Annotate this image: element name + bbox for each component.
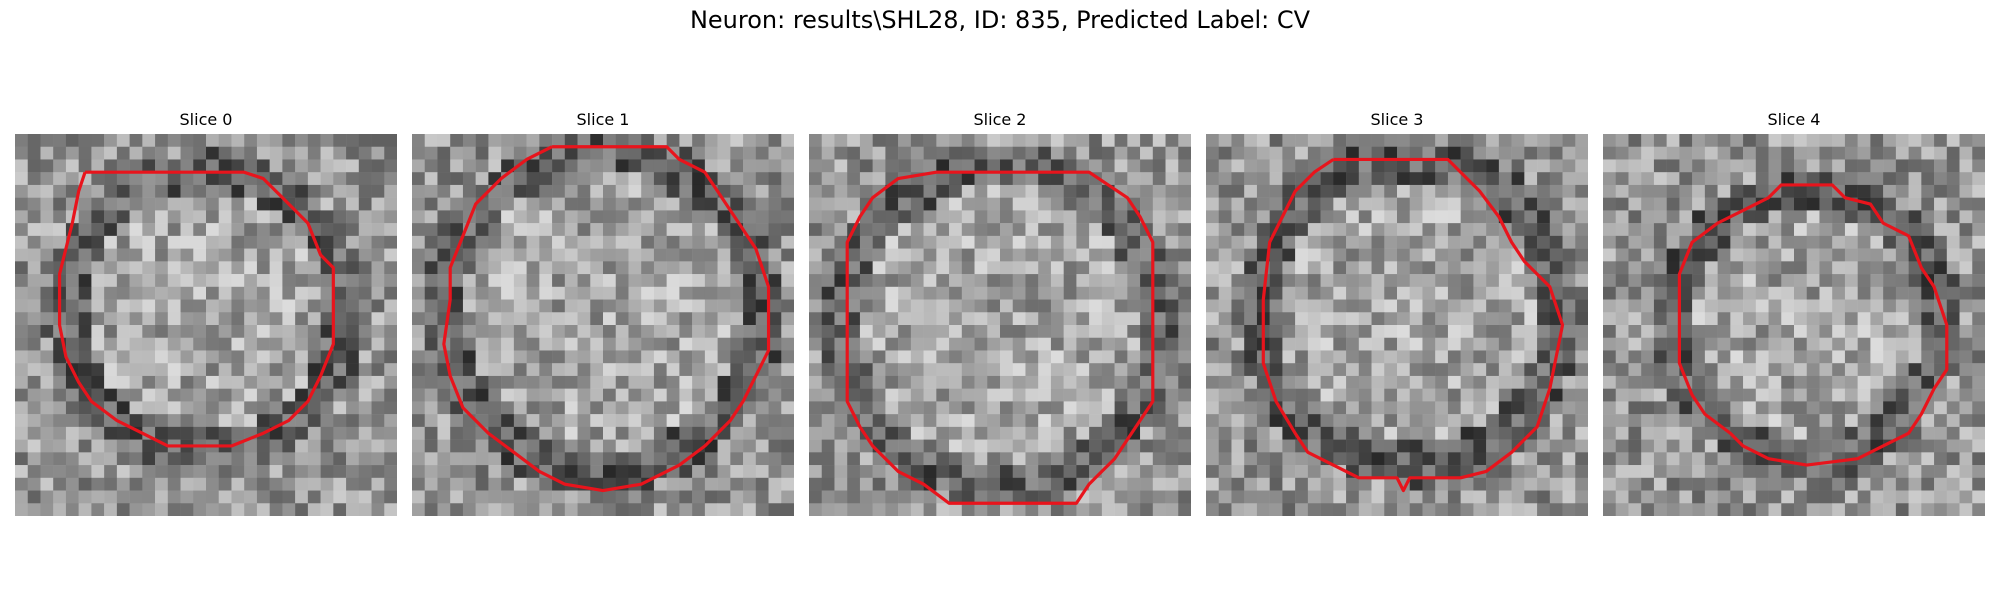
slice-title-4: Slice 4 — [1767, 110, 1821, 129]
slice-panel-2: Slice 2 — [809, 110, 1191, 516]
slice-pixels — [1206, 134, 1588, 516]
slice-image-4 — [1603, 134, 1985, 516]
slice-pixels — [1603, 134, 1985, 516]
slice-pixels — [15, 134, 397, 516]
slice-title-1: Slice 1 — [576, 110, 630, 129]
cell-contour — [57, 170, 335, 448]
slice-panel-3: Slice 3 — [1206, 110, 1588, 516]
cell-contour — [442, 145, 771, 493]
slice-title-0: Slice 0 — [179, 110, 233, 129]
cell-contour — [1261, 157, 1565, 493]
slice-panel-0: Slice 0 — [15, 110, 397, 516]
slice-image-0 — [15, 134, 397, 516]
figure-title: Neuron: results\SHL28, ID: 835, Predicte… — [689, 6, 1311, 34]
slice-image-2 — [809, 134, 1191, 516]
slice-panel-4: Slice 4 — [1603, 110, 1985, 516]
slice-pixels — [412, 134, 794, 516]
cell-contour — [1677, 183, 1949, 467]
slice-panel-1: Slice 1 — [412, 110, 794, 516]
slice-title-2: Slice 2 — [973, 110, 1027, 129]
slice-image-1 — [412, 134, 794, 516]
slice-image-3 — [1206, 134, 1588, 516]
cell-contour — [845, 170, 1155, 505]
slice-title-3: Slice 3 — [1370, 110, 1424, 129]
slice-pixels — [809, 134, 1191, 516]
